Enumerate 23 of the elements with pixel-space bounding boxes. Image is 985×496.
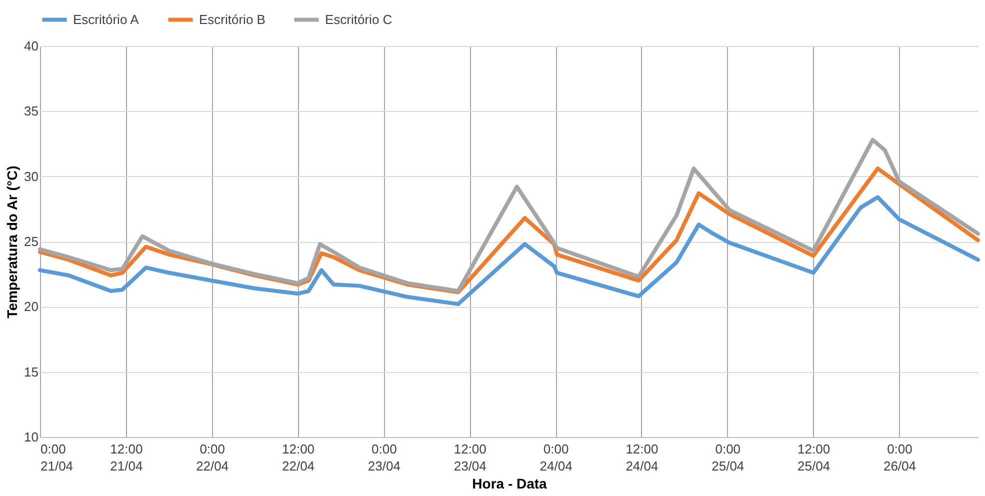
x-tick-label: 0:00 21/04	[40, 442, 74, 474]
y-tick-label: 15	[24, 364, 38, 380]
x-tick-label: 12:00 25/04	[798, 442, 830, 474]
x-tick-label: 12:00 21/04	[110, 442, 143, 474]
x-tick-label: 12:00 23/04	[454, 442, 486, 474]
x-tick-label: 12:00 24/04	[626, 442, 658, 474]
legend-label: Escritório B	[199, 12, 266, 27]
y-tick-label: 30	[24, 168, 38, 184]
y-tick-label: 25	[24, 234, 38, 249]
x-tick-label: 0:00 22/04	[196, 442, 229, 474]
x-tick-label: 12:00 22/04	[282, 442, 315, 474]
x-tick-label: 0:00 25/04	[712, 442, 744, 474]
y-tick-label: 35	[24, 104, 38, 119]
x-tick-label: 0:00 24/04	[540, 442, 572, 474]
y-tick-label: 20	[24, 299, 38, 314]
y-tick-label: 40	[24, 38, 38, 54]
y-tick-label: 10	[24, 430, 38, 444]
legend-label: Escritório A	[73, 12, 140, 27]
x-tick-label: 0:00 26/04	[883, 442, 916, 474]
x-tick-label: 0:00 23/04	[368, 442, 400, 474]
y-axis-title: Temperatura do Ar (°C)	[4, 166, 20, 318]
legend-label: Escritório C	[325, 12, 392, 27]
x-axis-title: Hora - Data	[472, 476, 548, 492]
